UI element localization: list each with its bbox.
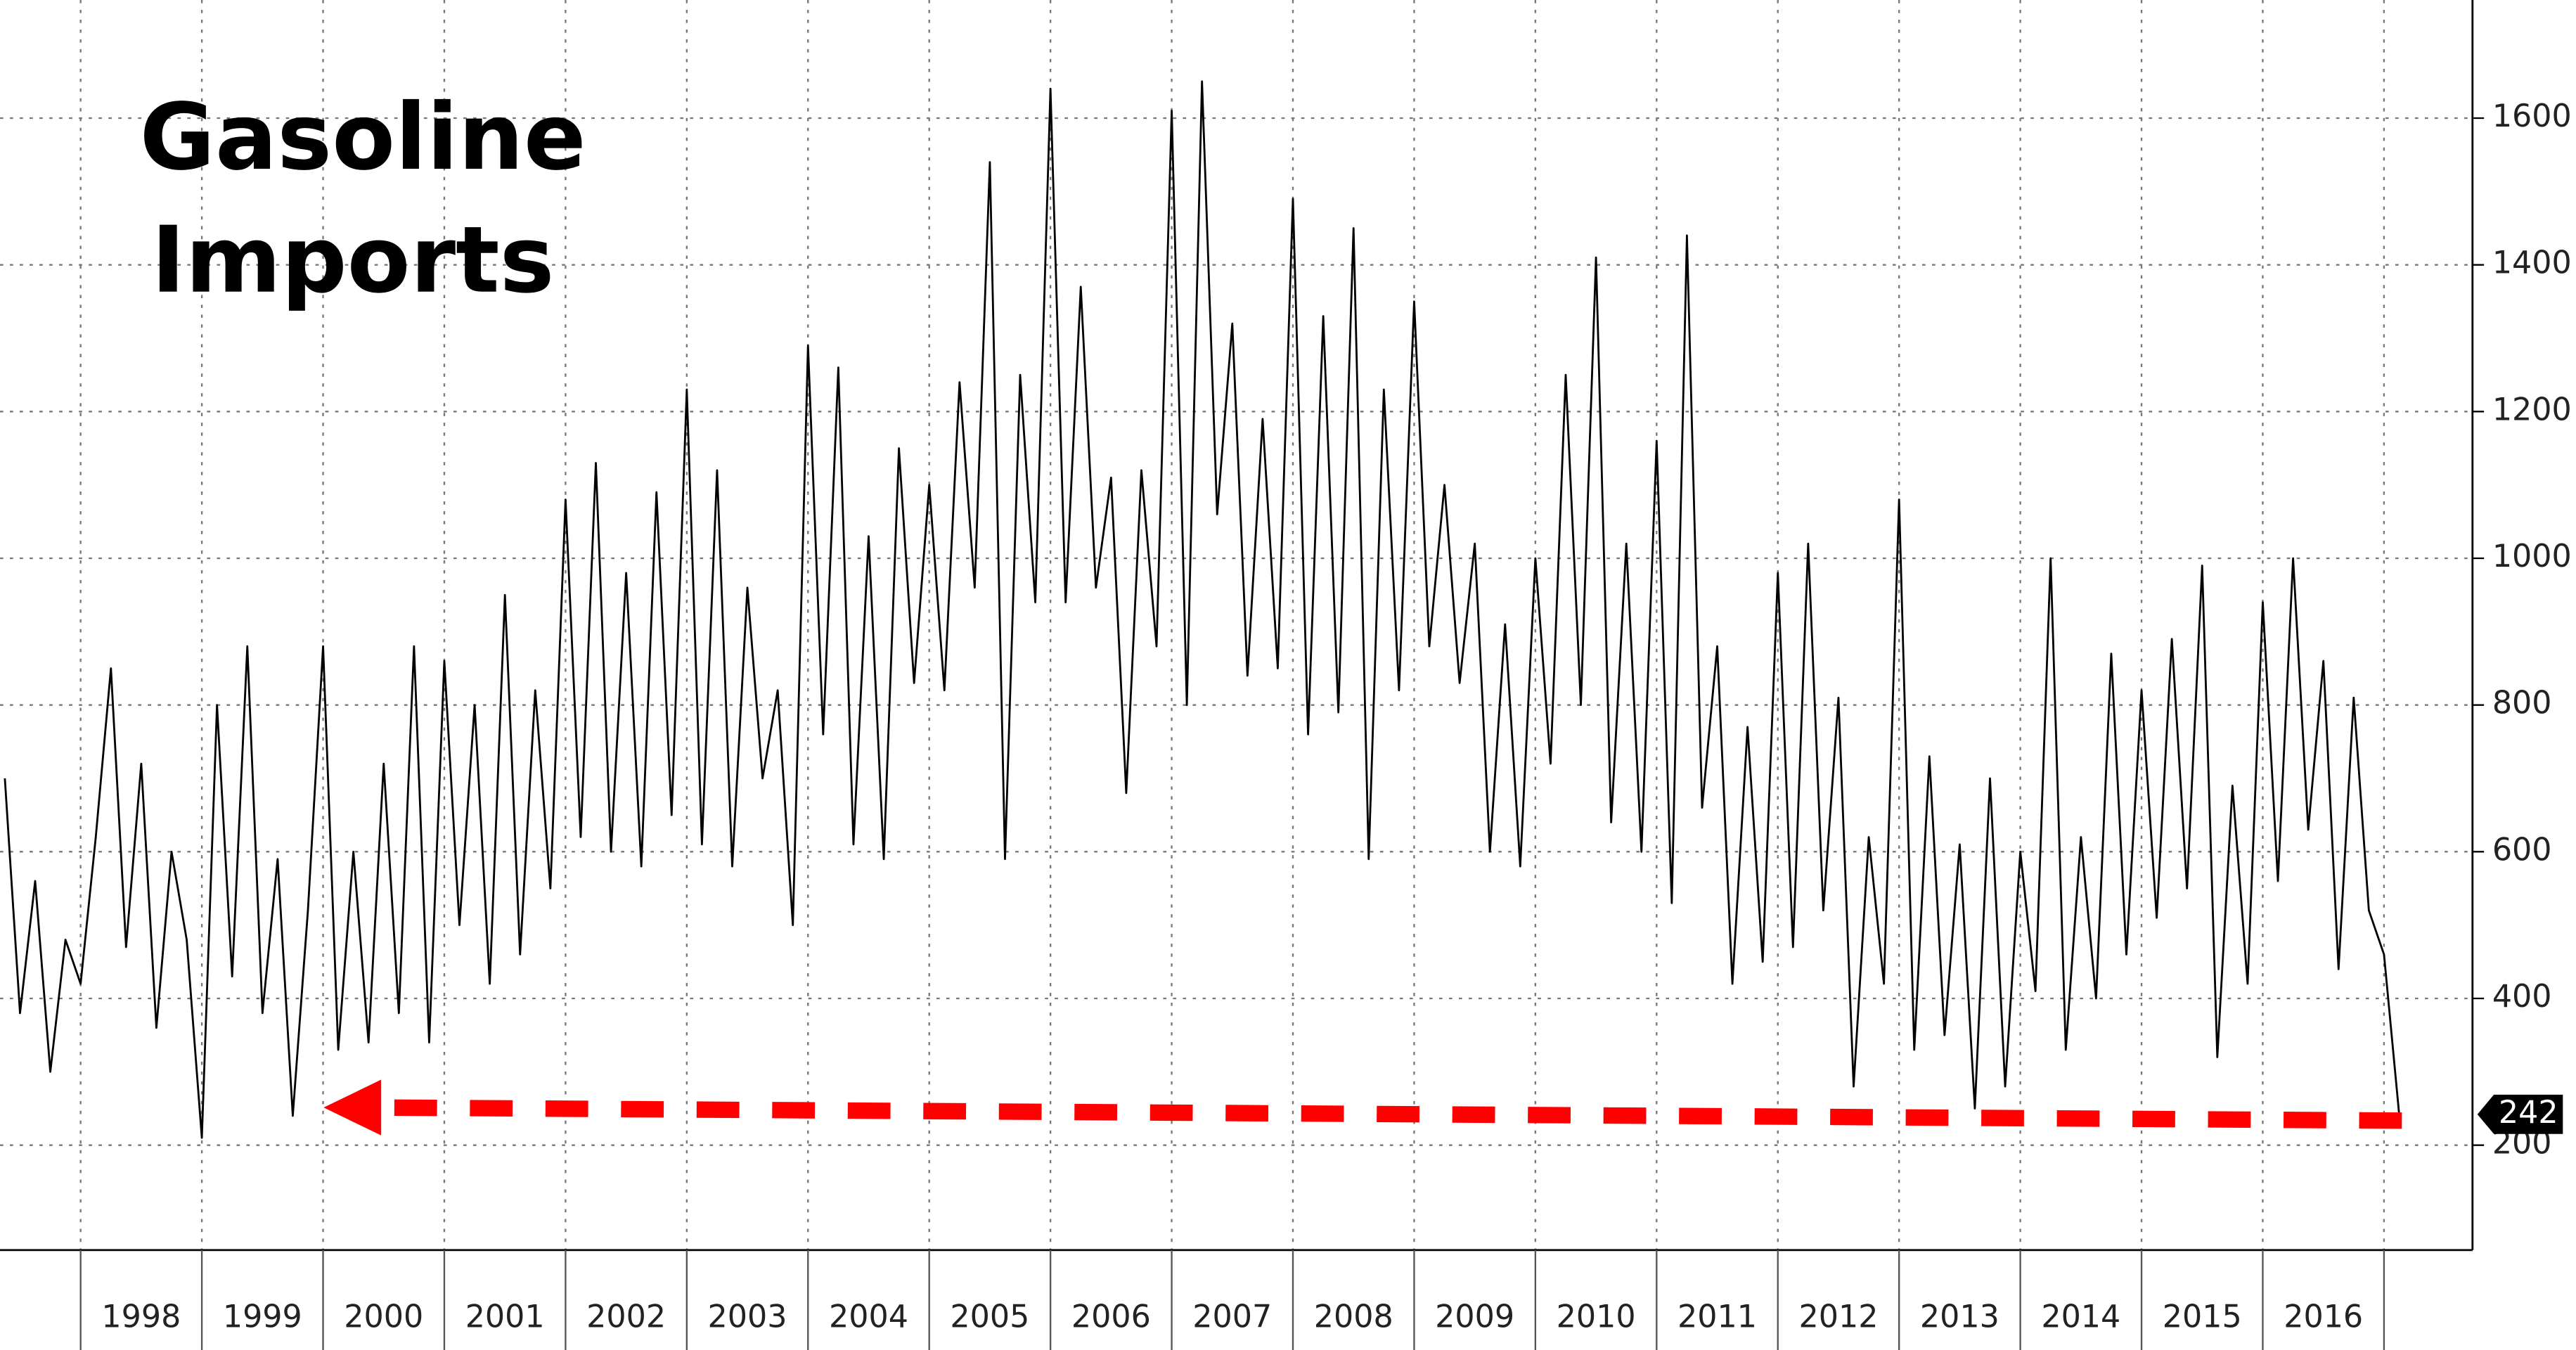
- x-tick-label: 2016: [2284, 1299, 2363, 1335]
- y-tick-label: 400: [2492, 979, 2552, 1015]
- x-tick-label: 2003: [708, 1299, 787, 1335]
- data-line: [4, 80, 2400, 1139]
- chart-title: Gasoline: [140, 84, 586, 191]
- x-tick-label: 2013: [1920, 1299, 1999, 1335]
- x-tick-label: 1998: [101, 1299, 181, 1335]
- plot: [4, 80, 2400, 1139]
- x-tick-label: 2008: [1314, 1299, 1393, 1335]
- x-tick-label: 2000: [344, 1299, 423, 1335]
- x-tick-label: 2004: [829, 1299, 908, 1335]
- x-tick-label: 2006: [1071, 1299, 1151, 1335]
- y-tick-label: 1200: [2492, 392, 2572, 428]
- x-tick-label: 2007: [1192, 1299, 1272, 1335]
- x-tick-label: 2009: [1435, 1299, 1514, 1335]
- y-tick-label: 1000: [2492, 539, 2572, 574]
- x-tick-label: 1999: [223, 1299, 302, 1335]
- y-tick-label: 600: [2492, 832, 2552, 868]
- y-tick-label: 1400: [2492, 245, 2572, 281]
- x-tick-label: 2005: [950, 1299, 1029, 1335]
- x-tick-label: 2015: [2163, 1299, 2242, 1335]
- x-tick-label: 2010: [1557, 1299, 1636, 1335]
- last-value-label: 242: [2499, 1095, 2558, 1131]
- last-value-tag: [2477, 1094, 2563, 1134]
- x-tick-label: 2001: [465, 1299, 545, 1335]
- chart-title: Imports: [151, 207, 555, 314]
- x-tick-label: 2011: [1677, 1299, 1757, 1335]
- arrow-head: [323, 1079, 382, 1136]
- arrow-shaft: [378, 1099, 2402, 1129]
- arrow-annotation: [323, 1079, 2402, 1136]
- x-tick-label: 2012: [1798, 1299, 1878, 1335]
- x-tick-label: 2002: [586, 1299, 666, 1335]
- x-tick-label: 2014: [2041, 1299, 2120, 1335]
- y-tick-label: 1600: [2492, 98, 2572, 134]
- y-tick-label: 800: [2492, 686, 2552, 721]
